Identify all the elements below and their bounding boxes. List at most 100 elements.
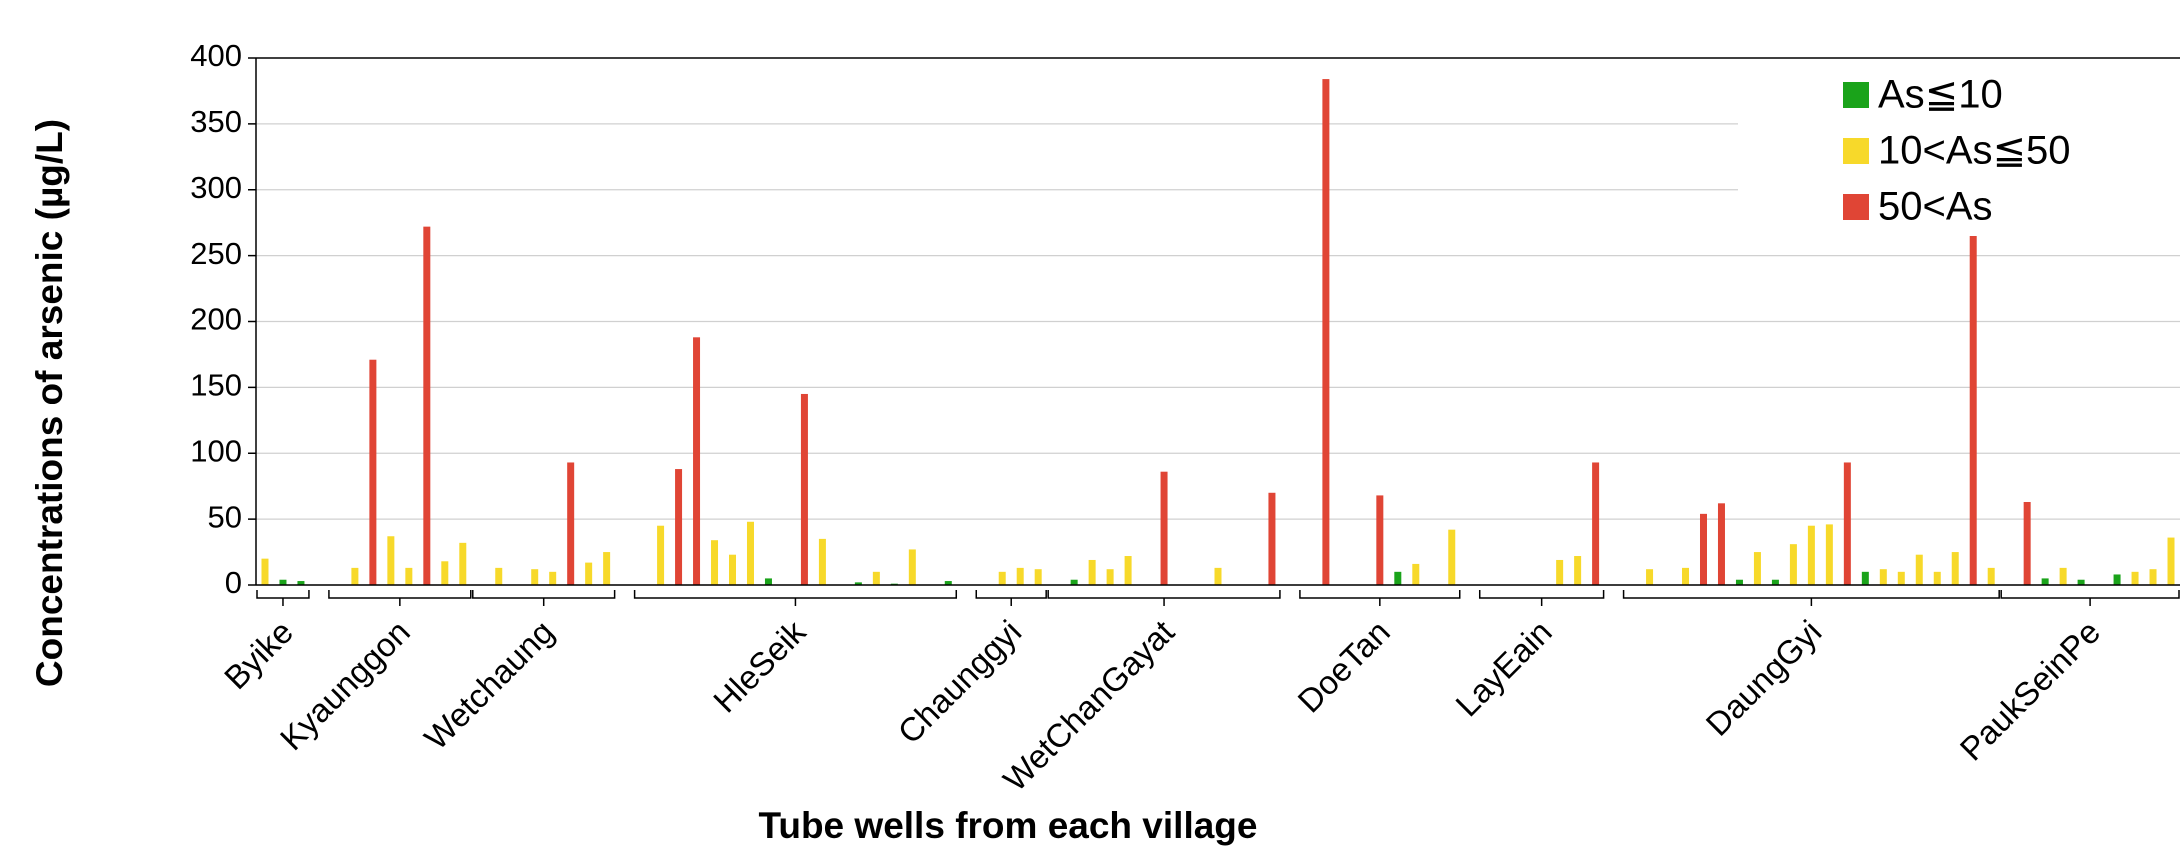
- group-label: DoeTan: [1290, 613, 1397, 720]
- bar: [1034, 569, 1042, 585]
- group-bracket: [2000, 590, 2180, 606]
- bar: [675, 469, 683, 585]
- bar: [908, 549, 916, 585]
- bar: [1879, 569, 1887, 585]
- bar: [603, 552, 611, 585]
- bar: [1574, 556, 1582, 585]
- bar: [2023, 501, 2031, 585]
- y-tick-label: 150: [190, 368, 242, 403]
- bar: [423, 226, 431, 585]
- group-bracket: [256, 590, 310, 606]
- y-tick-label: 50: [208, 499, 242, 534]
- bar: [1682, 567, 1690, 585]
- y-tick-label: 350: [190, 104, 242, 139]
- bar: [800, 393, 808, 585]
- bar: [459, 542, 467, 585]
- bar: [1412, 563, 1420, 585]
- bar: [495, 567, 503, 585]
- group-bracket: [1478, 590, 1605, 606]
- group-label: PaukSeinPe: [1953, 613, 2108, 768]
- bar: [1160, 471, 1168, 585]
- bar: [1646, 569, 1654, 585]
- bar: [1933, 571, 1941, 585]
- bar: [1987, 567, 1995, 585]
- bar: [1753, 552, 1761, 585]
- bar: [1699, 513, 1707, 585]
- y-tick-label: 100: [190, 433, 242, 468]
- bar: [1016, 567, 1024, 585]
- y-axis-label: Concentrations of arsenic (µg/L): [29, 119, 70, 687]
- bar: [657, 525, 665, 585]
- bar: [693, 337, 701, 585]
- group-label: LayEain: [1448, 613, 1558, 723]
- bar: [1268, 492, 1276, 585]
- bar: [567, 462, 575, 585]
- bar: [1735, 579, 1743, 585]
- bar: [944, 581, 952, 585]
- bar: [441, 561, 449, 585]
- legend-label: 50<As: [1878, 185, 1993, 229]
- bar: [818, 538, 826, 585]
- bar: [1951, 552, 1959, 585]
- y-tick-label: 400: [190, 38, 242, 73]
- bar: [1825, 524, 1833, 585]
- bar: [2041, 578, 2049, 585]
- group-bracket: [975, 590, 1047, 606]
- group-bracket: [633, 590, 958, 606]
- group-bracket: [1622, 590, 2000, 606]
- bar: [998, 571, 1006, 585]
- group-bracket: [1047, 590, 1281, 606]
- x-axis-label: Tube wells from each village: [759, 805, 1258, 846]
- bar: [2131, 571, 2139, 585]
- bar: [1717, 503, 1725, 585]
- bar: [854, 582, 862, 585]
- bar: [1556, 559, 1564, 585]
- bar: [746, 521, 754, 585]
- legend-box: [1738, 68, 2180, 236]
- bar: [1789, 544, 1797, 585]
- bar: [369, 359, 377, 585]
- bar: [1214, 567, 1222, 585]
- bar: [1592, 462, 1600, 585]
- bar: [585, 562, 593, 585]
- bar: [1088, 559, 1096, 585]
- bar: [764, 578, 772, 585]
- bar: [1843, 462, 1851, 585]
- bar: [1861, 571, 1869, 585]
- bar: [1124, 556, 1132, 585]
- group-label: HleSeik: [706, 613, 813, 720]
- group-label: Wetchaung: [417, 613, 561, 757]
- bar: [1322, 79, 1330, 585]
- bar: [711, 540, 719, 585]
- group-label: DaungGyi: [1699, 613, 1829, 743]
- y-tick-label: 250: [190, 236, 242, 271]
- group-bracket: [472, 590, 616, 606]
- bar: [729, 554, 737, 585]
- bar: [549, 571, 557, 585]
- bar: [1807, 525, 1815, 585]
- bar: [2113, 574, 2121, 585]
- bar: [531, 569, 539, 585]
- bar: [1394, 571, 1402, 585]
- bar: [1771, 579, 1779, 585]
- y-tick-label: 0: [225, 565, 242, 600]
- bar: [2149, 569, 2157, 585]
- bar: [405, 567, 413, 585]
- bar: [1897, 571, 1905, 585]
- bar: [1915, 554, 1923, 585]
- bar: [387, 536, 395, 585]
- legend-swatch: [1843, 194, 1869, 220]
- y-tick-label: 200: [190, 302, 242, 337]
- bar: [1070, 579, 1078, 585]
- bar: [351, 567, 359, 585]
- legend-label: 10<As≦50: [1878, 129, 2071, 173]
- legend-swatch: [1843, 82, 1869, 108]
- bar: [2059, 567, 2067, 585]
- group-label: Byike: [217, 613, 300, 696]
- group-bracket: [328, 590, 472, 606]
- bar: [2077, 579, 2085, 585]
- y-tick-label: 300: [190, 170, 242, 205]
- legend-swatch: [1843, 138, 1869, 164]
- bar: [297, 581, 305, 585]
- legend-label: As≦10: [1878, 73, 2003, 117]
